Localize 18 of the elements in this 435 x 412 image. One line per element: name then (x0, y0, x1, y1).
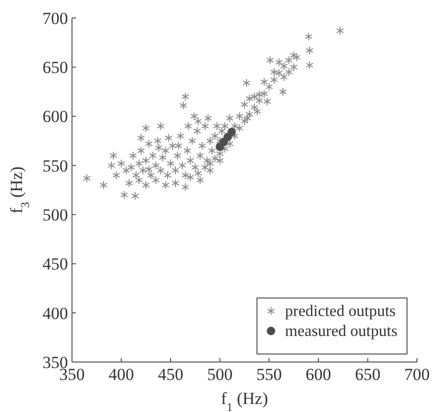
y-tick-label: 600 (42, 107, 68, 126)
x-tick-label: 700 (404, 365, 430, 384)
x-tick-label: 500 (207, 365, 233, 384)
x-tick-label: 650 (354, 365, 380, 384)
legend-label: measured outputs (285, 323, 398, 340)
y-tick-label: 550 (42, 156, 68, 176)
legend-label: predicted outputs (285, 303, 396, 320)
y-tick-label: 450 (42, 254, 68, 274)
y-tick-label: 650 (42, 58, 68, 78)
x-tick-label: 550 (256, 365, 282, 384)
x-axis-title: f$_{1}$ (Hz) (220, 389, 268, 412)
x-tick-label: 400 (108, 365, 134, 384)
y-tick-label: 700 (42, 8, 68, 28)
x-tick-label: 600 (306, 365, 332, 384)
x-tick-label: 450 (158, 365, 184, 384)
y-tick-label: 500 (42, 206, 68, 225)
y-tick-label: 400 (42, 304, 68, 323)
point (227, 128, 236, 136)
